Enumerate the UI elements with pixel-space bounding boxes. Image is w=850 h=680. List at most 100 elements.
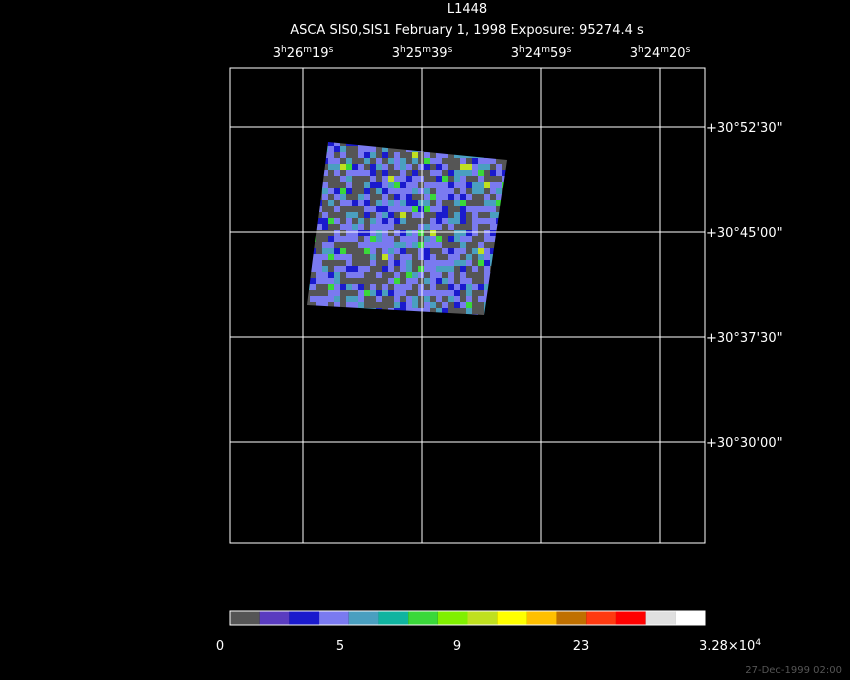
image-cell bbox=[406, 206, 412, 212]
image-cell bbox=[412, 236, 418, 242]
image-cell bbox=[412, 254, 418, 260]
image-cell bbox=[358, 188, 364, 194]
image-cell bbox=[472, 284, 478, 290]
image-cell bbox=[442, 242, 448, 248]
image-cell bbox=[466, 284, 472, 290]
image-cell bbox=[466, 254, 472, 260]
image-cell bbox=[382, 266, 388, 272]
image-cell bbox=[370, 182, 376, 188]
label-part: 5 bbox=[336, 639, 344, 654]
image-cell bbox=[418, 302, 424, 308]
image-cell bbox=[370, 188, 376, 194]
image-cell bbox=[394, 218, 400, 224]
image-cell bbox=[370, 290, 376, 296]
image-cell bbox=[424, 206, 430, 212]
image-cell bbox=[430, 242, 436, 248]
image-cell bbox=[376, 296, 382, 302]
image-cell bbox=[406, 212, 412, 218]
image-cell bbox=[418, 182, 424, 188]
image-cell bbox=[382, 188, 388, 194]
image-cell bbox=[400, 248, 406, 254]
image-cell bbox=[448, 296, 454, 302]
image-cell bbox=[346, 176, 352, 182]
image-cell bbox=[364, 206, 370, 212]
label-superscript: h bbox=[400, 45, 406, 55]
image-cell bbox=[382, 284, 388, 290]
image-cell bbox=[400, 152, 406, 158]
image-cell bbox=[316, 248, 322, 254]
image-cell bbox=[388, 224, 394, 230]
image-cell bbox=[358, 224, 364, 230]
image-cell bbox=[340, 260, 346, 266]
image-cell bbox=[310, 284, 316, 290]
image-cell bbox=[382, 146, 388, 152]
image-cell bbox=[322, 290, 328, 296]
image-cell bbox=[412, 152, 418, 158]
image-cell bbox=[436, 212, 442, 218]
image-cell bbox=[364, 296, 370, 302]
dec-tick-label: +30°37'30" bbox=[706, 331, 783, 346]
image-cell bbox=[322, 302, 328, 308]
image-cell bbox=[376, 266, 382, 272]
label-part: 23 bbox=[573, 639, 590, 654]
image-cell bbox=[376, 248, 382, 254]
image-cell bbox=[448, 302, 454, 308]
image-cell bbox=[376, 158, 382, 164]
image-cell bbox=[328, 260, 334, 266]
image-cell bbox=[322, 224, 328, 230]
image-cell bbox=[472, 158, 478, 164]
image-cell bbox=[436, 308, 442, 314]
image-cell bbox=[346, 158, 352, 164]
image-cell bbox=[328, 182, 334, 188]
image-cell bbox=[454, 188, 460, 194]
image-cell bbox=[460, 218, 466, 224]
image-cell bbox=[472, 218, 478, 224]
image-cell bbox=[316, 242, 322, 248]
image-cell bbox=[478, 218, 484, 224]
image-cell bbox=[358, 158, 364, 164]
label-part: 3 bbox=[511, 46, 519, 61]
image-cell bbox=[358, 248, 364, 254]
image-cell bbox=[430, 212, 436, 218]
image-cell bbox=[322, 200, 328, 206]
image-cell bbox=[316, 290, 322, 296]
image-cell bbox=[478, 200, 484, 206]
label-part: 59 bbox=[550, 46, 567, 61]
image-cell bbox=[448, 194, 454, 200]
image-cell bbox=[352, 224, 358, 230]
image-cell bbox=[442, 224, 448, 230]
image-cell bbox=[364, 146, 370, 152]
image-cell bbox=[316, 272, 322, 278]
image-cell bbox=[424, 188, 430, 194]
image-cell bbox=[412, 230, 418, 236]
image-cell bbox=[472, 164, 478, 170]
image-cell bbox=[346, 188, 352, 194]
image-cell bbox=[322, 182, 328, 188]
image-cell bbox=[346, 224, 352, 230]
image-cell bbox=[388, 290, 394, 296]
image-cell bbox=[454, 284, 460, 290]
image-cell bbox=[442, 278, 448, 284]
image-cell bbox=[424, 182, 430, 188]
image-cell bbox=[334, 170, 340, 176]
image-cell bbox=[418, 152, 424, 158]
image-cell bbox=[448, 230, 454, 236]
label-part: 24 bbox=[525, 46, 542, 61]
image-cell bbox=[484, 206, 490, 212]
image-cell bbox=[406, 260, 412, 266]
image-cell bbox=[388, 146, 394, 152]
image-cell bbox=[334, 278, 340, 284]
image-cell bbox=[484, 284, 490, 290]
image-cell bbox=[346, 206, 352, 212]
image-cell bbox=[322, 254, 328, 260]
image-cell bbox=[394, 200, 400, 206]
image-cell bbox=[484, 200, 490, 206]
image-cell bbox=[400, 176, 406, 182]
image-cell bbox=[364, 290, 370, 296]
image-cell bbox=[454, 302, 460, 308]
image-cell bbox=[400, 206, 406, 212]
image-cell bbox=[340, 182, 346, 188]
image-cell bbox=[412, 158, 418, 164]
image-cell bbox=[394, 152, 400, 158]
image-cell bbox=[448, 212, 454, 218]
